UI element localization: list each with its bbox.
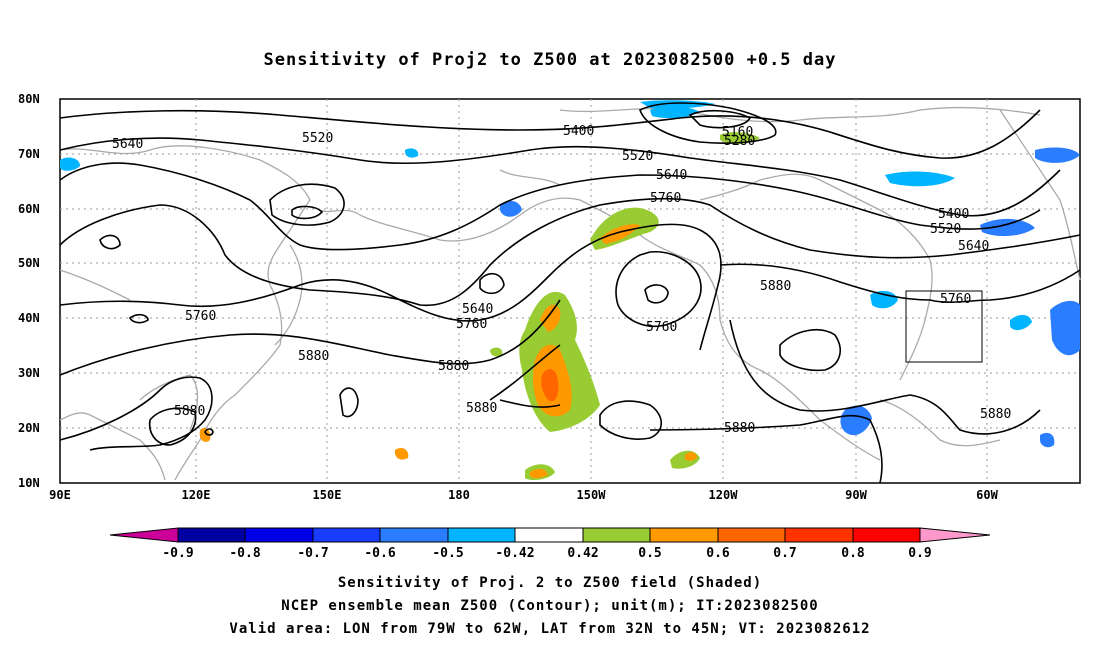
contour-label: 5400 [938,207,969,222]
contour-label: 5760 [185,309,216,324]
colorbar-swatch [582,527,651,543]
colorbar-swatch [109,527,179,543]
contour-label: 5640 [112,137,143,152]
lat-label: 30N [18,366,40,380]
colorbar-label: -0.42 [495,546,535,561]
lon-label: 90E [49,488,71,502]
colorbar-label: 0.6 [706,546,730,561]
contour-label: 5280 [724,134,755,149]
colorbar-swatch [177,527,246,543]
contour-label: 5760 [646,320,677,335]
colorbar-swatch [514,527,584,543]
colorbar-swatch [379,527,449,543]
lon-label: 150E [312,488,342,502]
contour-label: 5640 [958,239,989,254]
lon-label: 180 [448,488,470,502]
colorbar-swatch [447,527,516,543]
colorbar-swatch [244,527,314,543]
contour-label: 5880 [760,279,791,294]
footer-line-2: NCEP ensemble mean Z500 (Contour); unit(… [281,598,819,614]
colorbar-swatch [717,527,786,543]
colorbar-swatch [312,527,381,543]
contour-label: 5880 [174,404,205,419]
colorbar-label: -0.8 [229,546,261,561]
lon-label: 120W [708,488,738,502]
colorbar [109,527,991,543]
contour-label: 5880 [980,407,1011,422]
lat-label: 50N [18,256,40,270]
lon-label: 120E [181,488,211,502]
colorbar-label: -0.7 [297,546,329,561]
contour-label: 5880 [438,359,469,374]
lat-label: 60N [18,202,40,216]
contour-label: 5760 [650,191,681,206]
colorbar-label: 0.42 [567,546,599,561]
colorbar-swatch [852,527,921,543]
contour-label: 5640 [656,168,687,183]
contour-label: 5880 [466,401,497,416]
colorbar-swatch [919,527,991,543]
colorbar-label: 0.7 [773,546,797,561]
lat-label: 20N [18,421,40,435]
valid-area-box [905,290,983,363]
colorbar-label: -0.5 [432,546,464,561]
colorbar-swatch [784,527,854,543]
contour-label: 5640 [462,302,493,317]
lat-label: 10N [18,476,40,490]
contour-label: 5760 [940,292,971,307]
lat-label: 70N [18,147,40,161]
contour-label: 5760 [456,317,487,332]
lon-label: 90W [845,488,867,502]
colorbar-label: 0.9 [908,546,932,561]
contour-label: 5520 [930,222,961,237]
contour-label: 5520 [622,149,653,164]
z500-contours [59,102,1081,484]
contour-label: 5880 [298,349,329,364]
contour-label: 5880 [724,421,755,436]
footer-line-3: Valid area: LON from 79W to 62W, LAT fro… [229,621,871,637]
lat-label: 40N [18,311,40,325]
contour-label: 5400 [563,124,594,139]
lon-label: 150W [576,488,606,502]
contour-label: 5520 [302,131,333,146]
colorbar-label: 0.5 [638,546,662,561]
lon-label: 60W [976,488,998,502]
footer-line-1: Sensitivity of Proj. 2 to Z500 field (Sh… [337,575,763,591]
contour-label: 5160 [722,125,753,140]
colorbar-label: -0.9 [162,546,194,561]
contour-labels: 5640 5520 5400 5160 5280 5520 5640 5760 … [112,124,1011,436]
colorbar-label: 0.8 [841,546,865,561]
colorbar-label: -0.6 [364,546,396,561]
colorbar-swatch [649,527,719,543]
lat-label: 80N [18,92,40,106]
chart-title: Sensitivity of Proj2 to Z500 at 20230825… [263,50,837,70]
